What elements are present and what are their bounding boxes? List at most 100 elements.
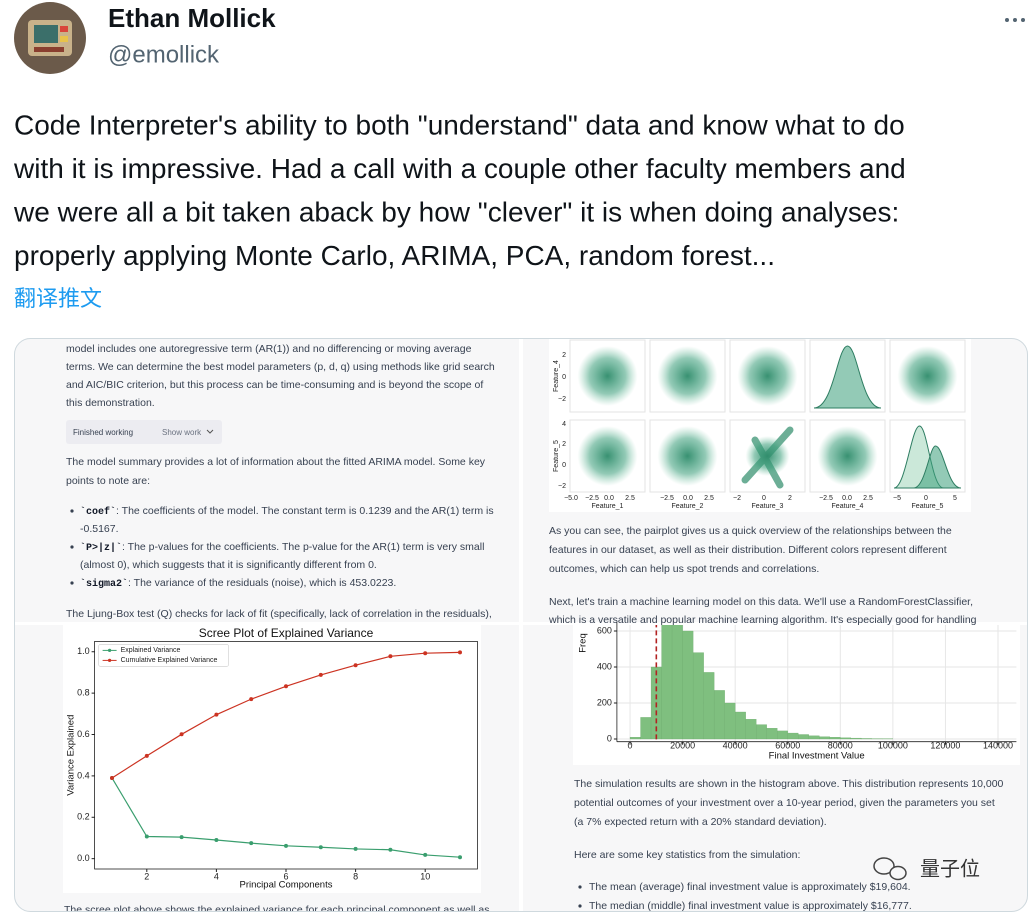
bar (766, 728, 778, 740)
bar (861, 738, 872, 740)
show-work-button[interactable] (66, 420, 222, 444)
text: −2.5 (585, 495, 599, 502)
y-tick-label: 0.0 (77, 853, 90, 863)
y-tick-label: 0.4 (77, 770, 90, 780)
x-tick-label: 140000 (983, 741, 1013, 751)
bar (745, 719, 757, 740)
arima-panel (14, 338, 519, 622)
code: `coef` (80, 506, 116, 518)
scatter-cloud (745, 436, 790, 476)
legend-marker (108, 648, 112, 653)
translate-link[interactable]: 翻译推文 (14, 286, 102, 311)
text: −2.5 (819, 495, 833, 502)
bullet (578, 904, 582, 908)
text: points to note are: (66, 475, 150, 487)
x-tick-label: 2 (144, 871, 149, 881)
legend-marker (108, 658, 112, 663)
bar (829, 737, 841, 740)
text: Feature_3 (752, 503, 784, 510)
x-tick-label: 8 (353, 871, 358, 881)
attached-image[interactable]: model includes one autoregressive term (… (14, 338, 1028, 916)
point (284, 684, 288, 689)
text: The median (middle) final investment val… (589, 900, 912, 912)
text: Feature_4 (553, 360, 560, 392)
bar (850, 737, 862, 740)
scatter-cloud (577, 426, 638, 486)
scatter-cloud (737, 346, 798, 406)
legend-label: Explained Variance (121, 647, 181, 654)
text: The Ljung-Box test (Q) checks for lack o… (66, 608, 492, 620)
text: 0 (762, 495, 766, 502)
point (214, 712, 219, 717)
text: which is a versatile and popular machine… (548, 614, 977, 626)
y-tick-label: 0.6 (77, 729, 90, 739)
x-tick-label: 100000 (878, 741, 908, 751)
point (318, 672, 323, 677)
scree-image (63, 625, 481, 893)
text: 2.5 (863, 495, 873, 502)
point (458, 855, 462, 860)
text: 2 (788, 495, 792, 502)
scatter-cloud (577, 346, 638, 406)
more-menu[interactable] (1005, 18, 1025, 22)
watermark-icon (873, 857, 907, 881)
bar (661, 625, 673, 740)
x-tick-label: 10 (420, 871, 430, 881)
tweet-text: Code Interpreter's ability to both "unde… (14, 109, 905, 140)
bar (787, 732, 799, 740)
text: Feature_2 (672, 503, 704, 510)
point (144, 834, 149, 839)
bullet-text: `P>|z|`: The p-values for the coefficien… (80, 541, 484, 554)
text: potential outcomes of your investment ov… (574, 797, 995, 809)
bar (777, 730, 788, 740)
text: 2.5 (625, 495, 635, 502)
text: 0.0 (604, 495, 614, 502)
point (179, 835, 184, 840)
author-handle: @emollick (108, 41, 220, 68)
bar (713, 690, 725, 740)
x-tick-label: 4 (214, 871, 219, 881)
bullet (70, 581, 74, 585)
text: −2 (558, 396, 566, 403)
point (458, 650, 462, 655)
y-tick-label: 1.0 (77, 646, 90, 656)
text: As you can see, the pairplot gives us a … (549, 525, 952, 537)
text: model includes one autoregressive term (… (66, 343, 472, 355)
text: The model summary provides a lot of info… (66, 456, 486, 468)
text: Feature_5 (553, 440, 560, 472)
tweet-text: with it is impressive. Had a call with a… (13, 153, 906, 184)
x-tick-label: 60000 (775, 741, 800, 751)
legend-box (98, 644, 229, 667)
bar (798, 734, 809, 740)
bar (692, 652, 704, 740)
text: 4 (562, 421, 566, 428)
point (284, 843, 288, 848)
text: : The p-values for the coefficients. The… (122, 541, 484, 553)
bullet (578, 885, 582, 889)
text: 0.0 (683, 495, 693, 502)
legend-label: Cumulative Explained Variance (121, 657, 218, 664)
y-axis-label: Variance Explained (66, 715, 77, 796)
point (214, 838, 219, 843)
text: 2 (562, 352, 566, 359)
x-tick-label: 20000 (670, 741, 695, 751)
x-tick-label: 80000 (828, 741, 853, 751)
y-tick-label: 400 (597, 661, 612, 671)
bar (735, 711, 746, 740)
bar (840, 737, 851, 740)
text: and AIC/BIC criterion, but this process … (66, 379, 483, 391)
text: -0.5167. (80, 523, 119, 535)
y-axis-label: Freq (578, 633, 589, 653)
text: 0 (562, 374, 566, 381)
avatar[interactable] (14, 2, 86, 74)
kde (813, 345, 882, 409)
point (353, 846, 358, 851)
bar (629, 737, 641, 740)
text: 2.5 (704, 495, 714, 502)
tweet-text: we were all a bit taken aback by how "cl… (13, 196, 899, 227)
text: The mean (average) final investment valu… (589, 881, 911, 893)
code: `P>|z|` (80, 542, 122, 554)
text: −5 (893, 495, 901, 502)
